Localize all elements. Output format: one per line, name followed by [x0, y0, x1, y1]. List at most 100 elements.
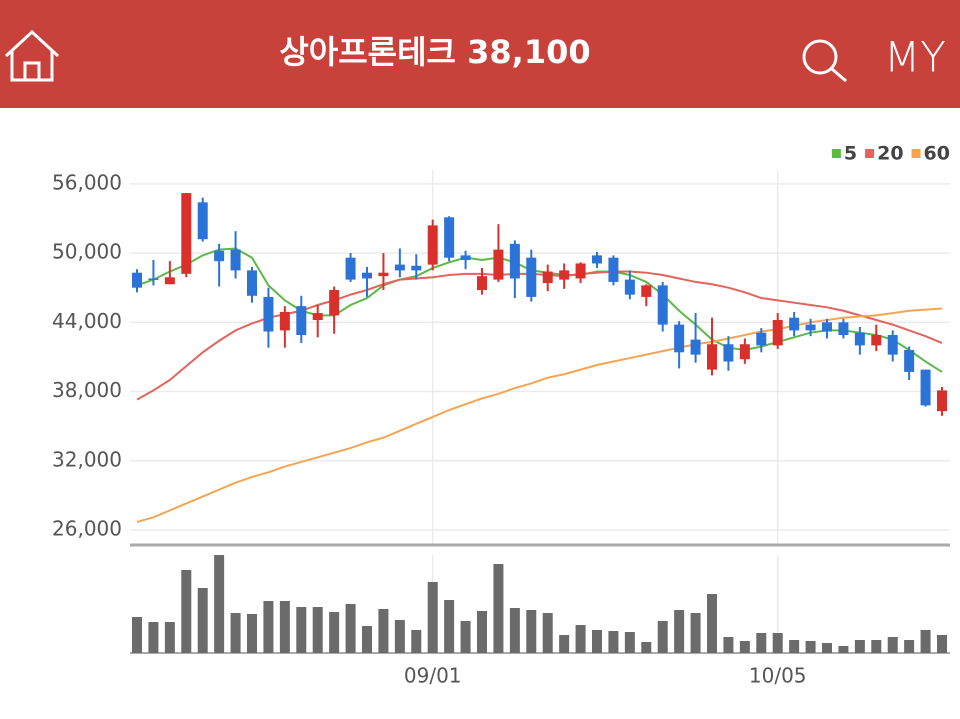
- volume-bar: [132, 617, 142, 653]
- candle-body: [739, 344, 750, 360]
- search-handle: [831, 67, 847, 83]
- volume-bar: [279, 601, 290, 653]
- y-tick-label: 56,000: [52, 170, 122, 194]
- candle-body: [592, 255, 602, 264]
- volume-bar: [181, 570, 192, 653]
- candle-body: [608, 257, 619, 282]
- volume-bar: [739, 641, 750, 653]
- volume-bar: [608, 631, 619, 653]
- candle-body: [723, 344, 734, 362]
- volume-bar: [624, 632, 635, 653]
- volume-bar: [789, 640, 800, 653]
- volume-bar: [592, 630, 602, 653]
- candle-body: [493, 249, 504, 280]
- candle-body: [148, 278, 159, 280]
- volume-bar: [460, 621, 471, 653]
- y-tick-label: 50,000: [52, 240, 122, 264]
- candle-body: [509, 243, 520, 279]
- moving-average-line: [136, 247, 943, 373]
- volume-bar: [542, 613, 553, 653]
- candle-body: [411, 265, 422, 271]
- legend-swatch: [831, 149, 841, 158]
- volume-bar: [723, 637, 734, 653]
- volume-bar: [509, 608, 520, 653]
- moving-average-line: [136, 307, 943, 523]
- candle-body: [542, 271, 553, 284]
- candle-body: [345, 257, 356, 280]
- volume-bar: [772, 633, 783, 653]
- legend-label: 20: [877, 143, 903, 165]
- volume-bar: [559, 635, 570, 653]
- legend-swatch: [911, 149, 921, 158]
- volume-bar: [641, 642, 652, 653]
- candle-body: [214, 250, 225, 262]
- volume-bar: [164, 622, 175, 653]
- candle-body: [181, 193, 192, 274]
- volume-bar: [247, 614, 257, 653]
- y-tick-label: 32,000: [52, 447, 122, 471]
- home-button[interactable]: [4, 29, 60, 82]
- legend-swatch: [865, 149, 875, 158]
- candle-body: [312, 313, 323, 320]
- candle-body: [427, 225, 438, 265]
- candle-body: [920, 369, 931, 406]
- candle-body: [805, 324, 816, 331]
- volume-bar: [822, 643, 832, 653]
- volume-bar: [920, 630, 931, 653]
- search-icon: [802, 39, 838, 75]
- candle-body: [838, 322, 849, 335]
- volume-bar: [345, 604, 356, 653]
- candle-body: [444, 217, 455, 258]
- y-tick-label: 38,000: [52, 378, 122, 402]
- volume-bar: [871, 640, 882, 653]
- candle-body: [575, 263, 586, 279]
- candle-body: [477, 276, 487, 290]
- volume-bar: [493, 564, 504, 653]
- my-button[interactable]: MY: [884, 33, 946, 82]
- volume-bar: [329, 612, 340, 653]
- volume-bar: [526, 610, 537, 653]
- candle-body: [378, 272, 389, 277]
- candle-body: [247, 270, 257, 296]
- page-title: 상아프론테크 38,100: [279, 33, 590, 71]
- candle-body: [197, 202, 208, 240]
- candle-body: [674, 324, 685, 353]
- volume-bar: [707, 594, 717, 653]
- volume-bar: [362, 626, 372, 653]
- candle-body: [132, 272, 142, 288]
- y-tick-label: 26,000: [52, 517, 122, 541]
- volume-bar: [937, 635, 947, 653]
- candle-body: [164, 277, 175, 285]
- candle-body: [362, 272, 372, 279]
- candle-body: [460, 255, 471, 260]
- volume-bar: [197, 588, 208, 653]
- volume-bar: [214, 555, 225, 653]
- y-tick-label: 44,000: [52, 309, 122, 333]
- volume-bar: [756, 633, 767, 653]
- volume-bar: [690, 613, 701, 653]
- volume-bar: [427, 582, 438, 653]
- candle-body: [854, 332, 865, 346]
- candle-body: [690, 339, 701, 355]
- volume-bar: [312, 607, 323, 653]
- candle-body: [772, 320, 783, 346]
- candle-body: [789, 317, 800, 331]
- volume-bar: [805, 641, 816, 653]
- volume-bar: [674, 610, 685, 653]
- candle-body: [394, 264, 405, 271]
- candle-body: [822, 322, 832, 332]
- volume-bar: [148, 622, 159, 653]
- candle-body: [329, 290, 340, 316]
- candle-body: [230, 249, 241, 271]
- candle-body: [624, 279, 635, 295]
- legend-label: 5: [844, 143, 857, 165]
- candle-body: [559, 270, 570, 280]
- candle-body: [904, 350, 915, 372]
- volume-bar: [263, 601, 274, 653]
- volume-bar: [657, 621, 668, 653]
- search-button[interactable]: [802, 39, 847, 83]
- volume-bar: [838, 646, 849, 653]
- candle-body: [871, 335, 882, 346]
- legend-label: 60: [924, 143, 950, 165]
